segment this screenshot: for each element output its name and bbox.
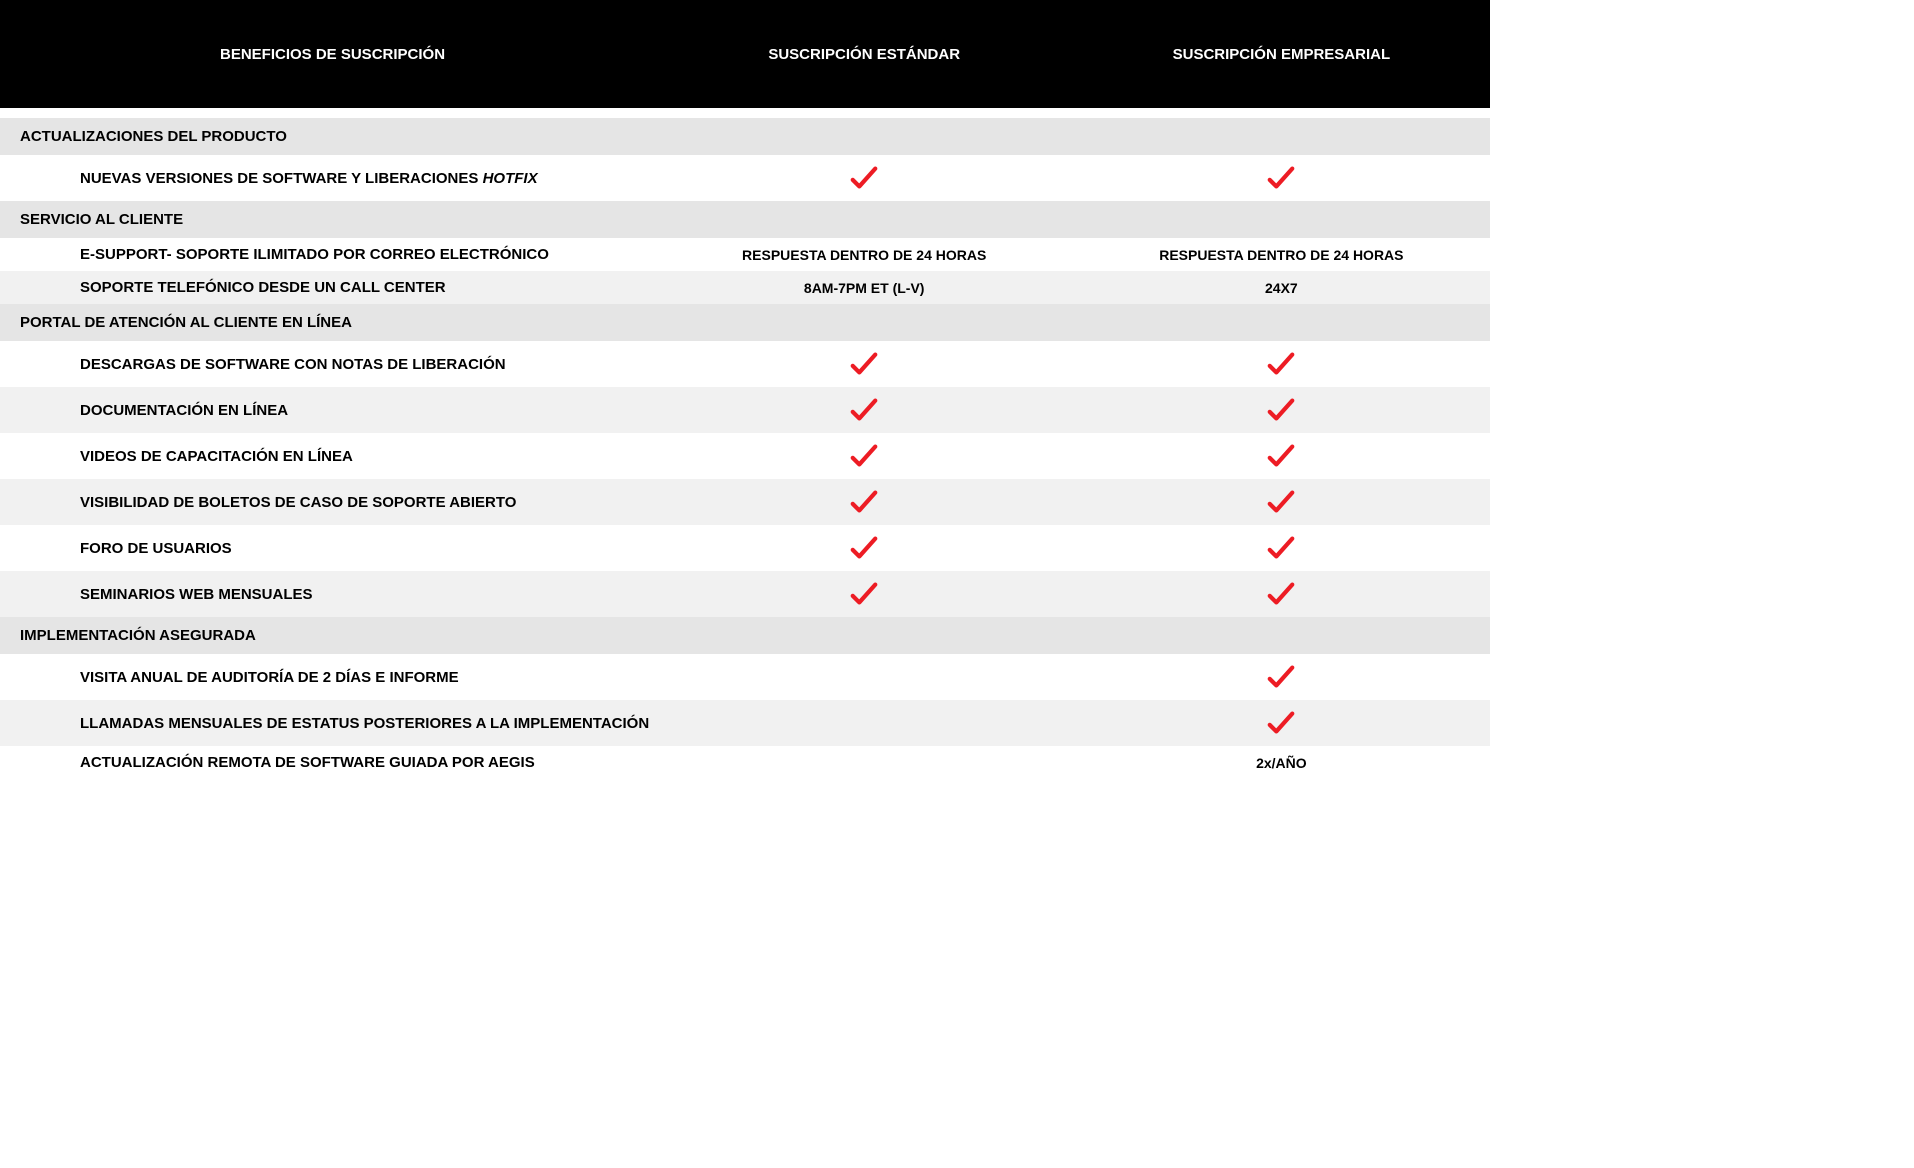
- section-header: IMPLEMENTACIÓN ASEGURADA: [0, 617, 1490, 654]
- table-header: BENEFICIOS DE SUSCRIPCIÓN SUSCRIPCIÓN ES…: [0, 0, 1490, 108]
- row-standard: [656, 487, 1073, 517]
- row-label: VISITA ANUAL DE AUDITORÍA DE 2 DÍAS E IN…: [0, 669, 656, 686]
- row-label: ACTUALIZACIÓN REMOTA DE SOFTWARE GUIADA …: [0, 754, 656, 771]
- row-label: LLAMADAS MENSUALES DE ESTATUS POSTERIORE…: [0, 715, 656, 732]
- row-enterprise: [1073, 441, 1490, 471]
- row-standard: 8AM-7PM ET (L-V): [656, 280, 1073, 296]
- row-standard: [656, 533, 1073, 563]
- row-enterprise: 2x/AÑO: [1073, 755, 1490, 771]
- cell-text: RESPUESTA DENTRO DE 24 HORAS: [1159, 247, 1403, 263]
- table-row: SEMINARIOS WEB MENSUALES: [0, 571, 1490, 617]
- check-icon: [849, 163, 879, 193]
- row-enterprise: [1073, 533, 1490, 563]
- row-label: FORO DE USUARIOS: [0, 540, 656, 557]
- row-label: DESCARGAS DE SOFTWARE CON NOTAS DE LIBER…: [0, 356, 656, 373]
- check-icon: [849, 441, 879, 471]
- row-label: VIDEOS DE CAPACITACIÓN EN LÍNEA: [0, 448, 656, 465]
- row-enterprise: [1073, 349, 1490, 379]
- row-standard: RESPUESTA DENTRO DE 24 HORAS: [656, 247, 1073, 263]
- row-enterprise: [1073, 395, 1490, 425]
- check-icon: [1266, 395, 1296, 425]
- row-standard: [656, 349, 1073, 379]
- section-header: SERVICIO AL CLIENTE: [0, 201, 1490, 238]
- row-label: VISIBILIDAD DE BOLETOS DE CASO DE SOPORT…: [0, 494, 656, 511]
- row-label: NUEVAS VERSIONES DE SOFTWARE Y LIBERACIO…: [0, 170, 656, 187]
- check-icon: [1266, 441, 1296, 471]
- check-icon: [1266, 579, 1296, 609]
- cell-text: 8AM-7PM ET (L-V): [804, 280, 925, 296]
- check-icon: [1266, 533, 1296, 563]
- table-row: NUEVAS VERSIONES DE SOFTWARE Y LIBERACIO…: [0, 155, 1490, 201]
- table-row: VISITA ANUAL DE AUDITORÍA DE 2 DÍAS E IN…: [0, 654, 1490, 700]
- header-benefits: BENEFICIOS DE SUSCRIPCIÓN: [0, 46, 656, 63]
- check-icon: [849, 395, 879, 425]
- header-enterprise: SUSCRIPCIÓN EMPRESARIAL: [1073, 46, 1490, 63]
- header-standard: SUSCRIPCIÓN ESTÁNDAR: [656, 46, 1073, 63]
- table-row: DOCUMENTACIÓN EN LÍNEA: [0, 387, 1490, 433]
- cell-text: 24X7: [1265, 280, 1298, 296]
- spacer: [0, 108, 1490, 118]
- row-standard: [656, 395, 1073, 425]
- row-enterprise: [1073, 708, 1490, 738]
- check-icon: [849, 487, 879, 517]
- row-standard: [656, 441, 1073, 471]
- table-row: E-SUPPORT- SOPORTE ILIMITADO POR CORREO …: [0, 238, 1490, 271]
- cell-text: 2x/AÑO: [1256, 755, 1307, 771]
- table-row: VIDEOS DE CAPACITACIÓN EN LÍNEA: [0, 433, 1490, 479]
- section-header: PORTAL DE ATENCIÓN AL CLIENTE EN LÍNEA: [0, 304, 1490, 341]
- row-enterprise: 24X7: [1073, 280, 1490, 296]
- table-row: SOPORTE TELEFÓNICO DESDE UN CALL CENTER 8…: [0, 271, 1490, 304]
- check-icon: [1266, 708, 1296, 738]
- row-enterprise: [1073, 163, 1490, 193]
- comparison-table: BENEFICIOS DE SUSCRIPCIÓN SUSCRIPCIÓN ES…: [0, 0, 1490, 779]
- row-enterprise: [1073, 579, 1490, 609]
- section-header: ACTUALIZACIONES DEL PRODUCTO: [0, 118, 1490, 155]
- table-row: VISIBILIDAD DE BOLETOS DE CASO DE SOPORT…: [0, 479, 1490, 525]
- section-title: ACTUALIZACIONES DEL PRODUCTO: [10, 128, 657, 145]
- cell-text: RESPUESTA DENTRO DE 24 HORAS: [742, 247, 986, 263]
- row-label: DOCUMENTACIÓN EN LÍNEA: [0, 402, 656, 419]
- table-row: DESCARGAS DE SOFTWARE CON NOTAS DE LIBER…: [0, 341, 1490, 387]
- check-icon: [849, 579, 879, 609]
- check-icon: [1266, 487, 1296, 517]
- row-enterprise: [1073, 487, 1490, 517]
- row-enterprise: RESPUESTA DENTRO DE 24 HORAS: [1073, 247, 1490, 263]
- check-icon: [849, 533, 879, 563]
- row-standard: [656, 579, 1073, 609]
- row-standard: [656, 163, 1073, 193]
- table-body: ACTUALIZACIONES DEL PRODUCTO NUEVAS VERSI…: [0, 118, 1490, 779]
- check-icon: [849, 349, 879, 379]
- row-label: SOPORTE TELEFÓNICO DESDE UN CALL CENTER: [0, 279, 656, 296]
- check-icon: [1266, 662, 1296, 692]
- check-icon: [1266, 349, 1296, 379]
- row-enterprise: [1073, 662, 1490, 692]
- check-icon: [1266, 163, 1296, 193]
- section-title: PORTAL DE ATENCIÓN AL CLIENTE EN LÍNEA: [10, 314, 657, 331]
- section-title: IMPLEMENTACIÓN ASEGURADA: [10, 627, 657, 644]
- table-row: FORO DE USUARIOS: [0, 525, 1490, 571]
- section-title: SERVICIO AL CLIENTE: [10, 211, 657, 228]
- row-label: SEMINARIOS WEB MENSUALES: [0, 586, 656, 603]
- table-row: LLAMADAS MENSUALES DE ESTATUS POSTERIORE…: [0, 700, 1490, 746]
- row-label: E-SUPPORT- SOPORTE ILIMITADO POR CORREO …: [0, 246, 656, 263]
- table-row: ACTUALIZACIÓN REMOTA DE SOFTWARE GUIADA …: [0, 746, 1490, 779]
